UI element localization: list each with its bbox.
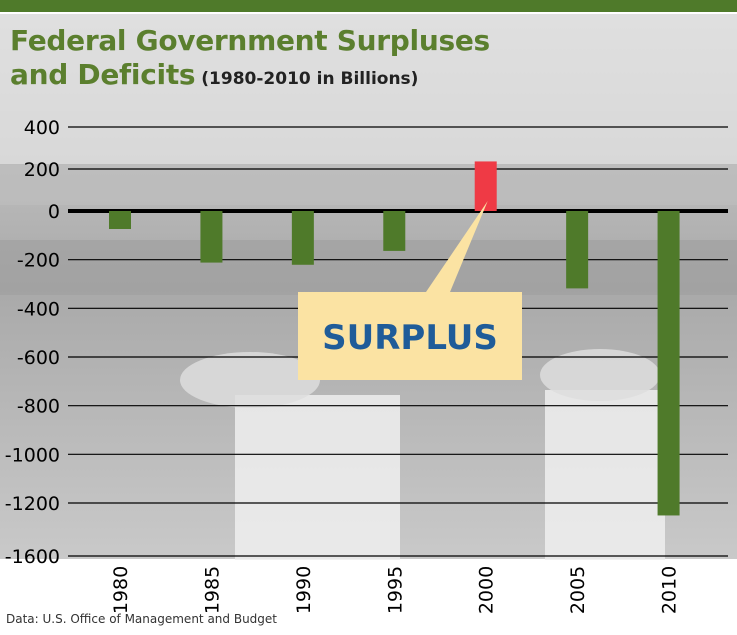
x-tick-label: 2005 [567,566,589,614]
callout-bubble [298,201,522,380]
chart-subtitle: (1980-2010 in Billions) [201,69,419,89]
title-block: Federal Government Surpluses and Deficit… [10,24,490,96]
x-tick-label: 1990 [293,566,315,614]
background-pediment [0,14,737,164]
x-tick-label: 1985 [201,566,223,614]
bar-1985 [200,211,223,263]
top-rule [0,0,737,12]
surplus-callout: SURPLUS [298,201,522,380]
y-tick-label: 400 [24,117,60,139]
y-tick-label: -1000 [5,444,60,466]
background-capital-right [540,349,660,401]
source-note: Data: U.S. Office of Management and Budg… [6,612,277,626]
background-photo [0,14,737,560]
x-tick-label: 2000 [476,566,498,614]
y-tick-label: 200 [24,159,60,181]
bar-1980 [109,211,131,230]
y-tick-label: -1600 [5,546,60,568]
bar-2005 [566,211,589,289]
bar-2010 [657,211,680,516]
y-tick-label: -800 [17,396,60,418]
background-column-left [235,395,400,560]
bar-2000 [474,161,497,211]
y-tick-label: -600 [17,347,60,369]
x-tick-label: 1980 [110,566,132,614]
background-frieze [0,165,737,205]
background-column-right [545,390,665,560]
y-tick-label: -400 [17,298,60,320]
chart-title: Federal Government Surpluses [10,24,490,57]
callout-text: SURPLUS [322,318,498,358]
bar-1990 [291,211,314,265]
x-tick-label: 2010 [659,566,681,614]
y-tick-label: -1200 [5,493,60,515]
y-tick-label: 0 [48,201,60,223]
background-capital-left [180,352,320,408]
background-inscription-band [0,240,737,295]
x-tick-label: 1995 [384,566,406,614]
chart-title-second-line: and Deficits [10,58,196,91]
y-tick-label: -200 [17,250,60,272]
bar-1995 [383,211,406,251]
chart-title-line2: and Deficits (1980-2010 in Billions) [10,58,490,96]
